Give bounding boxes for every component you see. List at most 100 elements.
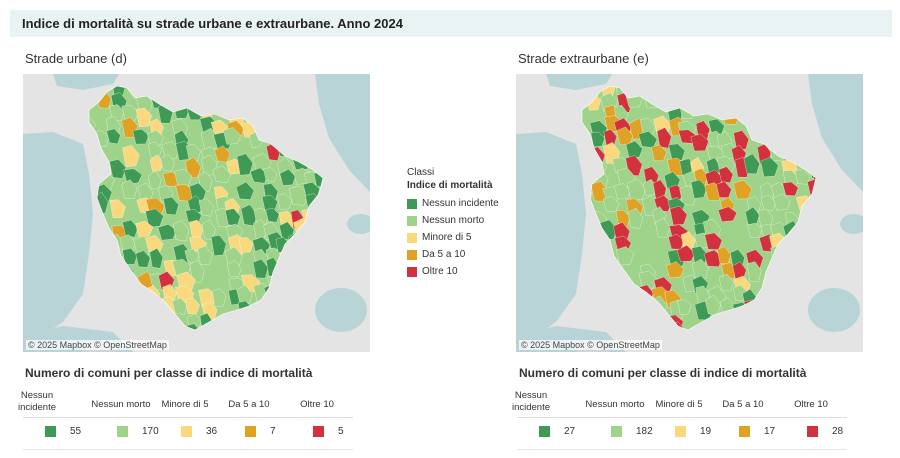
legend-swatch (407, 198, 417, 209)
island-small (208, 333, 214, 339)
count-swatch (807, 426, 818, 437)
municipality-nessun-morto (223, 127, 241, 145)
municipality-nessun-incidente (252, 259, 269, 279)
adriatic-sea (808, 74, 863, 192)
municipality-nessun-incidente (745, 206, 760, 225)
municipality-da-5-a-10 (717, 246, 731, 265)
municipality-minore-5 (149, 154, 164, 172)
legend-title-line1: Classi (407, 167, 435, 178)
municipality-oltre-10 (669, 205, 688, 226)
municipality-nessun-morto (677, 299, 692, 315)
legend-label: Minore di 5 (422, 232, 472, 243)
municipality-nessun-morto (746, 261, 762, 283)
table-header: Nessun incidente (511, 390, 551, 413)
municipality-oltre-10 (782, 181, 799, 197)
count-cell-minore-5: 19 (675, 426, 711, 437)
municipality-nessun-incidente (111, 86, 126, 97)
ligurian-sea (53, 74, 119, 90)
municipality-nessun-incidente (163, 196, 179, 216)
count-swatch (181, 426, 192, 437)
municipality-minore-5 (109, 199, 126, 219)
municipality-minore-5 (681, 231, 696, 250)
municipality-oltre-10 (676, 245, 695, 262)
count-value: 27 (564, 426, 576, 437)
table-header: Oltre 10 (300, 399, 334, 410)
municipality-nessun-morto (263, 167, 278, 182)
legend-item-minore-5[interactable]: Minore di 5 (407, 229, 499, 246)
count-cell-da-5-a-10: 7 (245, 426, 276, 437)
map-extraurbane[interactable]: © 2025 Mapbox © OpenStreetMap (516, 74, 863, 352)
count-value: 170 (142, 426, 159, 437)
municipality-nessun-incidente (225, 208, 241, 226)
municipality-nessun-incidente (708, 118, 725, 136)
title-bar: Indice di mortalità su strade urbane e e… (10, 10, 892, 37)
region-outline (581, 85, 817, 331)
legend-item-nessun-incidente[interactable]: Nessun incidente (407, 195, 499, 212)
lake-bolsena (315, 288, 367, 332)
municipality-oltre-10 (718, 206, 737, 222)
adriatic-sea (315, 74, 370, 192)
legend-item-oltre-10[interactable]: Oltre 10 (407, 263, 499, 280)
municipality-nessun-morto (146, 130, 164, 146)
municipality-nessun-morto (627, 207, 643, 229)
municipality-oltre-10 (690, 133, 709, 152)
count-value: 17 (764, 426, 776, 437)
municipality-nessun-morto (198, 198, 214, 217)
municipality-nessun-morto (760, 194, 776, 211)
municipality-oltre-10 (652, 179, 667, 200)
legend: Classi Indice di mortalità Nessun incide… (407, 166, 499, 280)
municipality-nessun-morto (614, 183, 631, 200)
municipality-nessun-incidente (236, 153, 253, 176)
legend-title: Classi Indice di mortalità (407, 166, 499, 192)
municipality-nessun-morto (121, 179, 138, 199)
counts-title-extraurbane: Numero di comuni per classe di indice di… (519, 366, 807, 380)
municipality-oltre-10 (704, 232, 723, 250)
table-header: Minore di 5 (161, 399, 209, 410)
legend-label: Nessun morto (422, 215, 485, 226)
municipality-nessun-incidente (690, 179, 707, 199)
municipality-nessun-morto (773, 193, 791, 211)
municipality-nessun-incidente (185, 209, 202, 224)
tyrrhenian-sea (23, 132, 93, 344)
municipality-nessun-morto (212, 288, 227, 308)
count-swatch (245, 426, 256, 437)
municipality-nessun-incidente (668, 143, 686, 161)
count-cell-nessun-morto: 170 (117, 426, 159, 437)
municipality-da-5-a-10 (651, 144, 667, 161)
legend-swatch (407, 249, 417, 260)
municipality-da-5-a-10 (214, 145, 231, 163)
municipality-minore-5 (238, 237, 254, 253)
legend-item-nessun-morto[interactable]: Nessun morto (407, 212, 499, 229)
municipality-nessun-morto (252, 153, 272, 171)
municipality-nessun-incidente (149, 248, 164, 269)
count-value: 182 (636, 426, 653, 437)
municipality-nessun-incidente (261, 195, 278, 212)
legend-label: Oltre 10 (422, 266, 458, 277)
municipality-nessun-morto (277, 193, 293, 210)
legend-item-da-5-a-10[interactable]: Da 5 a 10 (407, 246, 499, 263)
table-header: Nessun incidente (17, 390, 57, 413)
municipality-nessun-morto (747, 223, 763, 238)
panel-title-extraurbane: Strade extraurbane (e) (518, 51, 649, 66)
count-cell-nessun-incidente: 55 (45, 426, 81, 437)
map-urbane[interactable]: © 2025 Mapbox © OpenStreetMap (23, 74, 370, 352)
municipality-nessun-incidente (132, 129, 150, 145)
municipality-nessun-morto (225, 223, 244, 239)
count-swatch (739, 426, 750, 437)
lake-trasimeno (840, 214, 863, 234)
tyrrhenian-sea (516, 132, 586, 344)
municipality-da-5-a-10 (666, 261, 685, 279)
municipality-minore-5 (135, 220, 154, 238)
municipality-nessun-incidente (240, 204, 258, 227)
municipality-nessun-incidente (638, 131, 658, 148)
municipality-minore-5 (189, 219, 204, 238)
municipality-nessun-morto (160, 154, 175, 172)
municipality-oltre-10 (732, 261, 747, 279)
municipality-nessun-incidente (157, 224, 177, 241)
count-value: 36 (206, 426, 218, 437)
legend-swatch (407, 232, 417, 243)
municipality-da-5-a-10 (616, 126, 634, 146)
municipality-nessun-morto (718, 274, 734, 292)
municipality-nessun-morto (147, 170, 162, 190)
municipality-nessun-morto (171, 118, 189, 137)
